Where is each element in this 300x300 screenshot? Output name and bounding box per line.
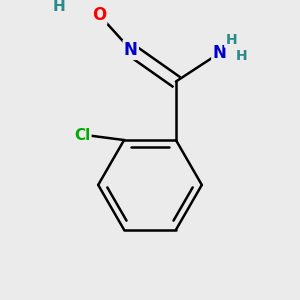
Text: N: N <box>124 41 138 59</box>
Text: H: H <box>235 50 247 64</box>
Text: N: N <box>212 44 226 62</box>
Text: Cl: Cl <box>74 128 90 142</box>
Text: O: O <box>92 6 106 24</box>
Text: H: H <box>225 33 237 47</box>
Text: H: H <box>52 0 65 14</box>
